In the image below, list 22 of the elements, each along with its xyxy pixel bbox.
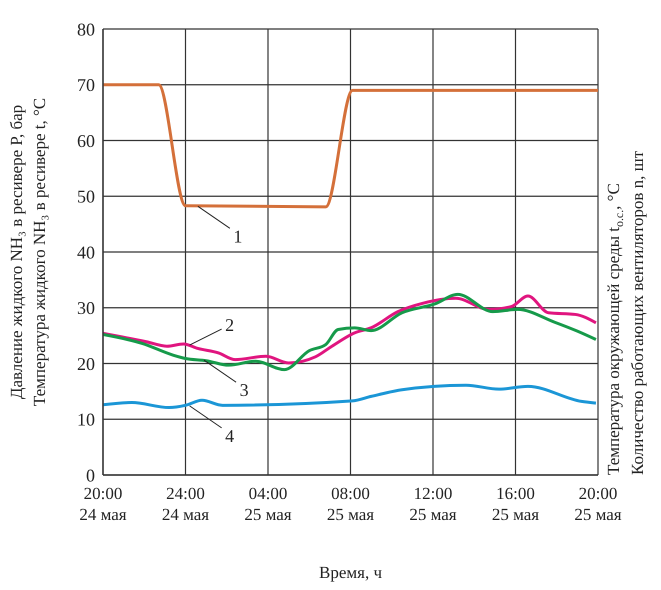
- y-tick-label: 80: [77, 19, 95, 40]
- x-tick-label: 20:00 25 мая: [574, 484, 622, 524]
- y-tick-label: 60: [77, 130, 95, 151]
- x-tick-label: 16:00 25 мая: [492, 484, 540, 524]
- y-tick-label: 10: [77, 410, 95, 430]
- y-axis-title: Давление жидкого NH₃ в ресивере P, бар Температура жидкого NH₃ в ресивере t, °C: [7, 98, 49, 406]
- x-axis-title: Время, ч: [318, 563, 382, 582]
- annotation: 4: [225, 426, 234, 446]
- x-tick-label: 12:00 25 мая: [409, 484, 457, 524]
- x-tick-label: 04:00 25 мая: [244, 484, 292, 524]
- annotation: 1: [233, 226, 242, 246]
- x-tick-label: 20:00 24 мая: [79, 484, 127, 524]
- y-tick-label: 30: [77, 298, 95, 318]
- x-tick-label: 08:00 25 мая: [326, 484, 374, 524]
- x-tick-label: 24:00 24 мая: [162, 484, 210, 524]
- y-tick-label: 70: [77, 75, 95, 96]
- y-tick-label: 40: [77, 242, 95, 262]
- y-tick-label: 0: [86, 465, 95, 486]
- annotation: 2: [225, 315, 234, 336]
- y-tick-label: 50: [77, 186, 95, 207]
- annotation: 3: [240, 380, 249, 400]
- y-tick-label: 20: [77, 354, 95, 374]
